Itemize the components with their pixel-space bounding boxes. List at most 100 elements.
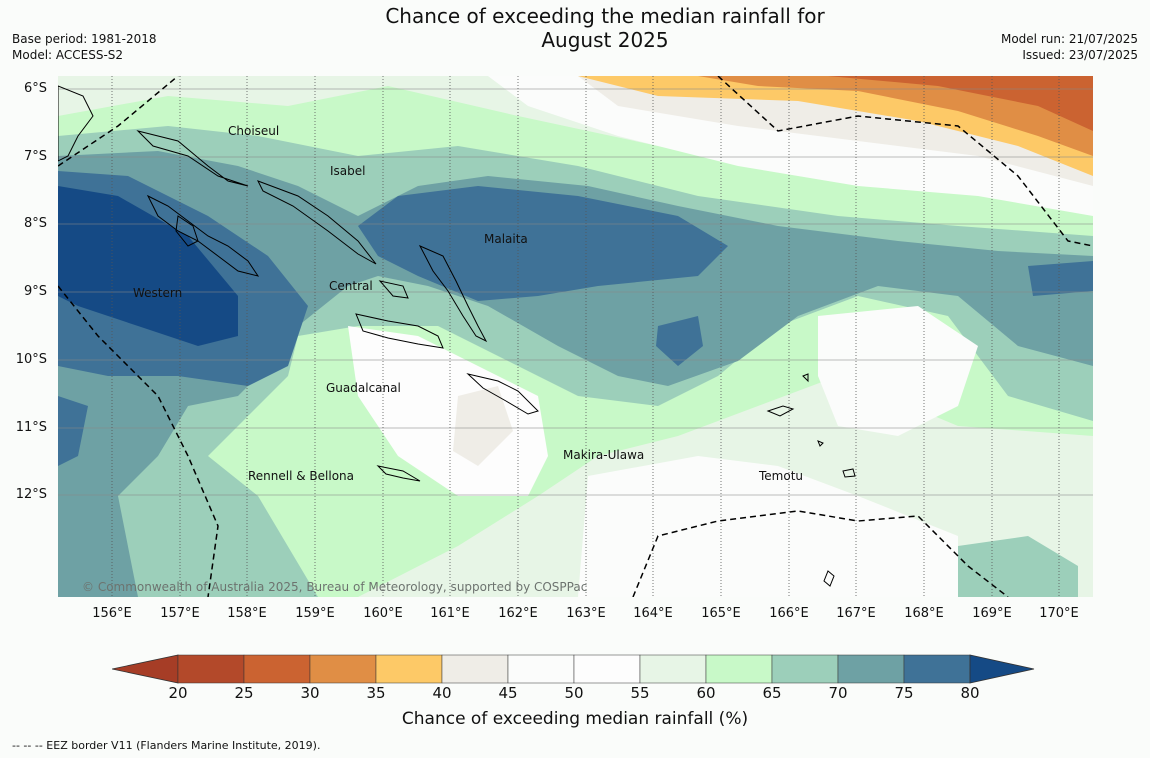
lat-label-9s: 9°S xyxy=(23,284,47,299)
lon-label-169e: 169°E xyxy=(972,606,1012,621)
colorbar-tick-40: 40 xyxy=(432,684,452,702)
lon-label-156e: 156°E xyxy=(92,606,132,621)
colorbar-cell-60-65 xyxy=(705,654,773,684)
colorbar-cell-40-45 xyxy=(441,654,509,684)
lon-label-170e: 170°E xyxy=(1039,606,1079,621)
lon-label-167e: 167°E xyxy=(836,606,876,621)
band-75-80-far-east xyxy=(1028,261,1093,296)
band-80-plus xyxy=(58,186,238,346)
lon-label-163e: 163°E xyxy=(566,606,606,621)
colorbar-cell-55-60 xyxy=(639,654,707,684)
copyright-notice: © Commonwealth of Australia 2025, Bureau… xyxy=(82,580,588,594)
colorbar-tick-25: 25 xyxy=(234,684,254,702)
colorbar-cell-20-25 xyxy=(177,654,245,684)
colorbar xyxy=(112,654,1035,684)
lat-label-10s: 10°S xyxy=(15,352,47,367)
lon-label-162e: 162°E xyxy=(498,606,538,621)
lon-label-166e: 166°E xyxy=(769,606,809,621)
lon-label-165e: 165°E xyxy=(701,606,741,621)
band-75-80-lower xyxy=(58,396,88,466)
vanikoro-island xyxy=(842,468,856,478)
central-islands xyxy=(378,280,409,299)
colorbar-cell-65-70 xyxy=(771,654,839,684)
colorbar-title: Chance of exceeding median rainfall (%) xyxy=(401,709,749,729)
map-title: Chance of exceeding the median rainfall … xyxy=(325,4,885,52)
band-40-45-a xyxy=(453,386,513,466)
santa-cruz-island xyxy=(766,405,795,417)
map-title-line2: August 2025 xyxy=(541,28,669,52)
coastlines xyxy=(58,85,856,587)
lat-label-8s: 8°S xyxy=(23,216,47,231)
lat-label-7s: 7°S xyxy=(23,149,47,164)
lon-label-158e: 158°E xyxy=(227,606,267,621)
meta-left: Base period: 1981-2018 Model: ACCESS-S2 xyxy=(12,31,157,63)
guadalcanal-island xyxy=(355,313,444,349)
lat-label-6s: 6°S xyxy=(23,81,47,96)
place-label-makira-ulawa: Makira-Ulawa xyxy=(563,448,645,462)
colorbar-tick-20: 20 xyxy=(168,684,188,702)
colorbar-cell-45-50 xyxy=(507,654,575,684)
new-georgia xyxy=(175,215,199,247)
lon-label-160e: 160°E xyxy=(363,606,403,621)
place-label-rennell-bellona: Rennell & Bellona xyxy=(248,469,355,483)
map-title-line1: Chance of exceeding the median rainfall … xyxy=(385,4,825,28)
place-label-central: Central xyxy=(329,279,373,293)
colorbar-tick-65: 65 xyxy=(762,684,782,702)
band-50-55-south xyxy=(578,456,958,597)
isabel-island xyxy=(256,180,377,265)
colorbar-extend-high xyxy=(969,654,1035,684)
colorbar-tick-50: 50 xyxy=(564,684,584,702)
colorbar-cell-70-75 xyxy=(837,654,905,684)
lon-label-159e: 159°E xyxy=(295,606,335,621)
eez-borders xyxy=(58,76,1093,597)
place-label-western: Western xyxy=(133,286,183,300)
place-label-temotu: Temotu xyxy=(759,469,804,483)
grid-lines xyxy=(58,88,1093,496)
colorbar-tick-30: 30 xyxy=(300,684,320,702)
makira-island xyxy=(466,373,539,415)
base-period-text: Base period: 1981-2018 xyxy=(12,32,157,46)
band-45-50-a xyxy=(818,306,978,436)
western-islands xyxy=(146,194,260,277)
colorbar-tick-80: 80 xyxy=(960,684,980,702)
lat-label-12s: 12°S xyxy=(15,487,47,502)
rennell-island xyxy=(376,465,421,482)
anuta-island xyxy=(823,570,835,587)
colorbar-tick-70: 70 xyxy=(828,684,848,702)
colorbar-tick-60: 60 xyxy=(696,684,716,702)
model-run-text: Model run: 21/07/2025 xyxy=(1000,32,1138,46)
lon-label-164e: 164°E xyxy=(633,606,673,621)
colorbar-cell-30-35 xyxy=(309,654,377,684)
lon-label-157e: 157°E xyxy=(160,606,200,621)
lon-label-161e: 161°E xyxy=(430,606,470,621)
band-70-75 xyxy=(58,151,1093,597)
colorbar-extend-low xyxy=(112,654,179,684)
eez-footnote: -- -- -- EEZ border V11 (Flanders Marine… xyxy=(12,739,321,752)
model-text: Model: ACCESS-S2 xyxy=(12,48,124,62)
lat-label-11s: 11°S xyxy=(15,420,47,435)
colorbar-tick-75: 75 xyxy=(894,684,914,702)
northwest-coast xyxy=(58,85,94,162)
place-label-guadalcanal: Guadalcanal xyxy=(326,381,401,395)
issued-text: Issued: 23/07/2025 xyxy=(1022,48,1138,62)
duff-island xyxy=(802,373,809,383)
tikopia-island xyxy=(817,440,824,447)
colorbar-tick-45: 45 xyxy=(498,684,518,702)
colorbar-tick-55: 55 xyxy=(630,684,650,702)
band-25-30-ne xyxy=(828,76,1093,131)
rainfall-map xyxy=(58,76,1093,597)
place-label-malaita: Malaita xyxy=(484,232,528,246)
meta-right: Model run: 21/07/2025 Issued: 23/07/2025 xyxy=(1001,31,1138,63)
place-label-choiseul: Choiseul xyxy=(228,124,280,138)
colorbar-cell-50-55 xyxy=(573,654,641,684)
colorbar-cell-25-30 xyxy=(243,654,311,684)
band-50-55 xyxy=(348,326,548,496)
malaita-island xyxy=(418,244,488,343)
choiseul-island xyxy=(136,130,249,187)
place-label-isabel: Isabel xyxy=(330,164,366,178)
band-75-80-east xyxy=(656,316,703,366)
colorbar-cell-35-40 xyxy=(375,654,443,684)
colorbar-cell-75-80 xyxy=(903,654,971,684)
lon-label-168e: 168°E xyxy=(904,606,944,621)
colorbar-tick-35: 35 xyxy=(366,684,386,702)
